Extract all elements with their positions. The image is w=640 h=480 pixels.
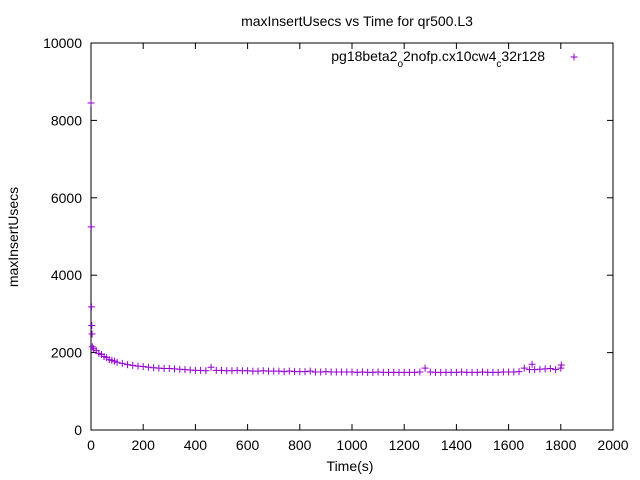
- data-point: [515, 368, 523, 376]
- legend-label: pg18beta2o2nofp.cx10cw4c32r128: [331, 48, 545, 70]
- x-tick-label: 400: [184, 437, 208, 453]
- data-point: [557, 364, 565, 372]
- data-point: [528, 360, 536, 368]
- legend-marker: [570, 53, 578, 61]
- y-tick-label: 8000: [51, 112, 82, 128]
- data-point: [88, 303, 96, 311]
- data-point: [557, 361, 565, 369]
- x-tick-label: 0: [87, 437, 95, 453]
- data-point: [306, 367, 314, 375]
- y-axis-label: maxInsertUsecs: [5, 187, 21, 287]
- data-point: [87, 99, 95, 107]
- x-tick-label: 800: [288, 437, 312, 453]
- data-point: [129, 361, 137, 369]
- data-point: [88, 330, 96, 338]
- data-points: [87, 99, 565, 376]
- x-axis: 0 200 400 600 800 1000 1200 1400 1600 1800 2000: [87, 43, 629, 453]
- x-tick-label: 1600: [493, 437, 524, 453]
- chart-title: maxInsertUsecs vs Time for qr500.L3: [241, 13, 473, 29]
- data-point: [416, 368, 424, 376]
- x-tick-label: 600: [236, 437, 260, 453]
- data-point: [88, 343, 96, 351]
- y-tick-label: 0: [74, 422, 82, 438]
- x-tick-label: 1400: [441, 437, 472, 453]
- y-tick-label: 6000: [51, 190, 82, 206]
- data-point: [139, 363, 147, 371]
- x-tick-label: 1200: [389, 437, 420, 453]
- data-point: [520, 364, 528, 372]
- x-tick-label: 2000: [597, 437, 628, 453]
- x-tick-label: 200: [132, 437, 156, 453]
- data-point: [87, 223, 95, 231]
- data-point: [421, 364, 429, 372]
- y-tick-label: 2000: [51, 345, 82, 361]
- legend-marker-symbol: [570, 53, 578, 61]
- x-tick-label: 1800: [545, 437, 576, 453]
- data-point: [552, 366, 560, 374]
- x-tick-label: 1000: [336, 437, 367, 453]
- data-point: [88, 322, 96, 330]
- x-axis-label: Time(s): [327, 458, 374, 474]
- data-point: [113, 358, 121, 366]
- y-axis: 0 2000 4000 6000 8000 10000: [43, 35, 613, 438]
- y-tick-label: 10000: [43, 35, 82, 51]
- legend: pg18beta2o2nofp.cx10cw4c32r128: [331, 48, 578, 70]
- data-point: [124, 361, 132, 369]
- data-point: [546, 364, 554, 372]
- data-point: [207, 363, 215, 371]
- data-point: [118, 359, 126, 367]
- data-point: [202, 367, 210, 375]
- y-tick-label: 4000: [51, 267, 82, 283]
